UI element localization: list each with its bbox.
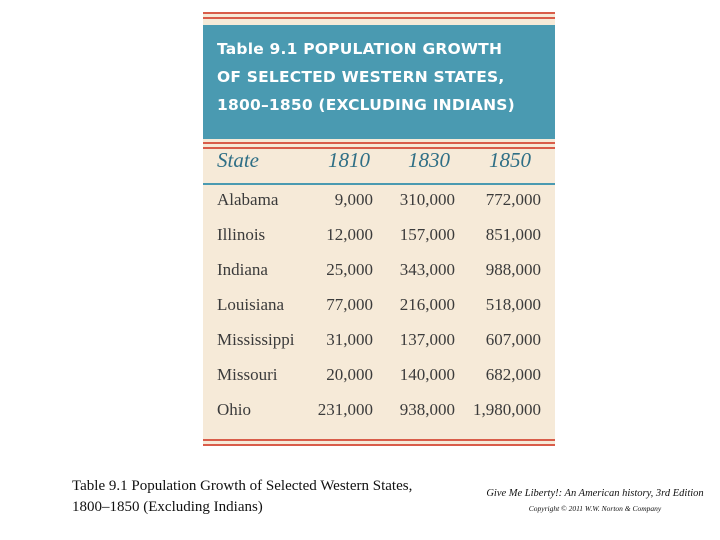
table-body: Alabama 9,000 310,000 772,000 Illinois 1…	[203, 189, 555, 434]
cell-1810: 31,000	[326, 330, 373, 349]
cell-state: Missouri	[217, 365, 278, 384]
source-credit: Give Me Liberty!: An American history, 3…	[480, 487, 710, 515]
top-rule	[203, 12, 555, 19]
cell-1830: 157,000	[399, 225, 455, 244]
table-row: Louisiana 77,000 216,000 518,000	[203, 294, 555, 329]
book-title: Give Me Liberty!: An American history, 3…	[486, 488, 704, 499]
copyright-notice: Copyright © 2011 W.W. Norton & Company	[528, 504, 662, 513]
cell-1830: 343,000	[399, 260, 455, 279]
population-table: Table 9.1 POPULATION GROWTH OF SELECTED …	[203, 12, 555, 446]
cell-1850: 772,000	[485, 190, 541, 209]
caption-line-2: 1800–1850 (Excluding Indians)	[72, 499, 263, 515]
header-state: State	[217, 148, 259, 172]
cell-1850: 518,000	[485, 295, 541, 314]
cell-1830: 310,000	[399, 190, 455, 209]
cell-state: Louisiana	[217, 295, 285, 314]
cell-1810: 20,000	[326, 365, 373, 384]
table-row: Ohio 231,000 938,000 1,980,000	[203, 399, 555, 434]
cell-1810: 12,000	[326, 225, 373, 244]
title-rule	[203, 142, 555, 149]
cell-1850: 851,000	[485, 225, 541, 244]
table-row: Illinois 12,000 157,000 851,000	[203, 224, 555, 259]
cell-state: Indiana	[217, 260, 268, 279]
header-1850: 1850	[489, 148, 531, 172]
cell-1850: 988,000	[485, 260, 541, 279]
cell-state: Illinois	[217, 225, 266, 244]
slide-caption: Table 9.1 Population Growth of Selected …	[72, 476, 472, 518]
header-divider	[203, 183, 555, 185]
bottom-rule	[203, 439, 555, 446]
cell-1830: 216,000	[399, 295, 455, 314]
cell-1850: 1,980,000	[473, 400, 541, 419]
cell-1850: 607,000	[485, 330, 541, 349]
table-title: Table 9.1 POPULATION GROWTH OF SELECTED …	[217, 40, 515, 114]
cell-1850: 682,000	[485, 365, 541, 384]
cell-1830: 140,000	[399, 365, 455, 384]
cell-state: Mississippi	[217, 330, 295, 349]
cell-state: Alabama	[217, 190, 279, 209]
header-1810: 1810	[328, 148, 370, 172]
table-row: Mississippi 31,000 137,000 607,000	[203, 329, 555, 364]
header-1830: 1830	[408, 148, 450, 172]
table-row: Missouri 20,000 140,000 682,000	[203, 364, 555, 399]
table-row: Indiana 25,000 343,000 988,000	[203, 259, 555, 294]
cell-1830: 938,000	[399, 400, 455, 419]
cell-1810: 231,000	[317, 400, 373, 419]
table-title-band: Table 9.1 POPULATION GROWTH OF SELECTED …	[203, 25, 555, 139]
caption-line-1: Table 9.1 Population Growth of Selected …	[72, 478, 413, 494]
table-row: Alabama 9,000 310,000 772,000	[203, 189, 555, 224]
cell-1810: 9,000	[334, 190, 373, 209]
cell-1810: 77,000	[326, 295, 373, 314]
cell-1830: 137,000	[399, 330, 455, 349]
cell-state: Ohio	[217, 400, 251, 419]
table-header-row: State 1810 1830 1850	[203, 148, 555, 182]
cell-1810: 25,000	[326, 260, 373, 279]
